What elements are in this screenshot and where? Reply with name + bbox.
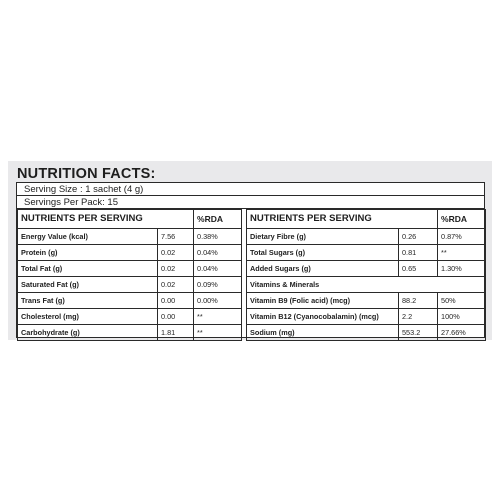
nutrient-rda: 0.38% — [193, 228, 243, 245]
nutrient-name: Carbohydrate (g) — [17, 324, 158, 341]
table-row: Sodium (mg) 553.2 27.66% — [246, 324, 487, 341]
table-header-row: NUTRIENTS PER SERVING %RDA — [245, 209, 487, 229]
nutrient-value: 0.00 — [156, 308, 195, 325]
nutrient-rda: 1.30% — [437, 260, 487, 277]
serving-size: Serving Size : 1 sachet (4 g) — [17, 183, 484, 196]
nutrient-rda: 50% — [437, 292, 487, 309]
nutrient-value: 0.00 — [156, 292, 195, 309]
table-row: Cholesterol (mg) 0.00 ** — [17, 308, 243, 325]
table-row: Saturated Fat (g) 0.02 0.09% — [17, 276, 243, 293]
table-header-row: NUTRIENTS PER SERVING %RDA — [16, 209, 243, 229]
nutrient-name: Vitamin B9 (Folic acid) (mcg) — [246, 292, 399, 309]
table-row: Vitamin B12 (Cyanocobalamin) (mcg) 2.2 1… — [246, 308, 487, 325]
nutrient-rda: ** — [193, 324, 243, 341]
servings-per-pack: Servings Per Pack: 15 — [17, 196, 484, 209]
nutrient-name: Vitamin B12 (Cyanocobalamin) (mcg) — [246, 308, 399, 325]
table-row: Dietary Fibre (g) 0.26 0.87% — [246, 228, 487, 245]
nutrient-value: 0.02 — [156, 260, 195, 277]
nutrient-rda: 0.04% — [193, 244, 243, 261]
nutrient-name: Cholesterol (mg) — [17, 308, 158, 325]
nutrient-rda: 27.66% — [437, 324, 487, 341]
table-row: Vitamin B9 (Folic acid) (mcg) 88.2 50% — [246, 292, 487, 309]
nutrient-name: Total Sugars (g) — [246, 244, 399, 261]
nutrient-value: 88.2 — [397, 292, 439, 309]
nutrient-rda: 0.04% — [193, 260, 243, 277]
nutrient-value: 2.2 — [397, 308, 439, 325]
nutrient-value: 1.81 — [156, 324, 195, 341]
nutrient-value: 0.81 — [397, 244, 439, 261]
table-row: Added Sugars (g) 0.65 1.30% — [246, 260, 487, 277]
nutrition-box: Serving Size : 1 sachet (4 g) Servings P… — [16, 182, 487, 341]
nutrient-value: 0.02 — [156, 244, 195, 261]
nutrient-name: Total Fat (g) — [17, 260, 158, 277]
nutrient-rda: ** — [437, 244, 487, 261]
nutrient-name: Sodium (mg) — [246, 324, 399, 341]
nutrient-name: Energy Value (kcal) — [17, 228, 158, 245]
table-row: Vitamins & Minerals — [245, 276, 487, 293]
nutrition-title: NUTRITION FACTS: — [17, 166, 156, 182]
nutrient-value: 0.65 — [397, 260, 439, 277]
table-row: Energy Value (kcal) 7.56 0.38% — [17, 228, 243, 245]
nutrient-value: 553.2 — [397, 324, 439, 341]
table-row: Total Sugars (g) 0.81 ** — [246, 244, 487, 261]
left-nutrient-table: NUTRIENTS PER SERVING %RDA Energy Value … — [16, 209, 243, 341]
nutrient-value: 7.56 — [156, 228, 195, 245]
table-row: Carbohydrate (g) 1.81 ** — [17, 324, 243, 341]
table-row: Total Fat (g) 0.02 0.04% — [17, 260, 243, 277]
header-rda: %RDA — [437, 209, 487, 229]
nutrient-value: 0.26 — [397, 228, 439, 245]
nutrient-rda: ** — [193, 308, 243, 325]
section-heading: Vitamins & Minerals — [245, 276, 487, 293]
nutrient-value: 0.02 — [156, 276, 195, 293]
nutrient-name: Added Sugars (g) — [246, 260, 399, 277]
nutrient-name: Saturated Fat (g) — [17, 276, 158, 293]
nutrient-rda: 0.87% — [437, 228, 487, 245]
table-row: Trans Fat (g) 0.00 0.00% — [17, 292, 243, 309]
right-nutrient-table: NUTRIENTS PER SERVING %RDA Dietary Fibre… — [245, 209, 487, 341]
nutrient-name: Dietary Fibre (g) — [246, 228, 399, 245]
header-rda: %RDA — [193, 209, 243, 229]
nutrient-name: Protein (g) — [17, 244, 158, 261]
header-nutrients: NUTRIENTS PER SERVING — [245, 209, 439, 229]
nutrient-rda: 100% — [437, 308, 487, 325]
nutrient-name: Trans Fat (g) — [17, 292, 158, 309]
nutrient-rda: 0.00% — [193, 292, 243, 309]
nutrient-rda: 0.09% — [193, 276, 243, 293]
header-nutrients: NUTRIENTS PER SERVING — [16, 209, 195, 229]
table-row: Protein (g) 0.02 0.04% — [17, 244, 243, 261]
